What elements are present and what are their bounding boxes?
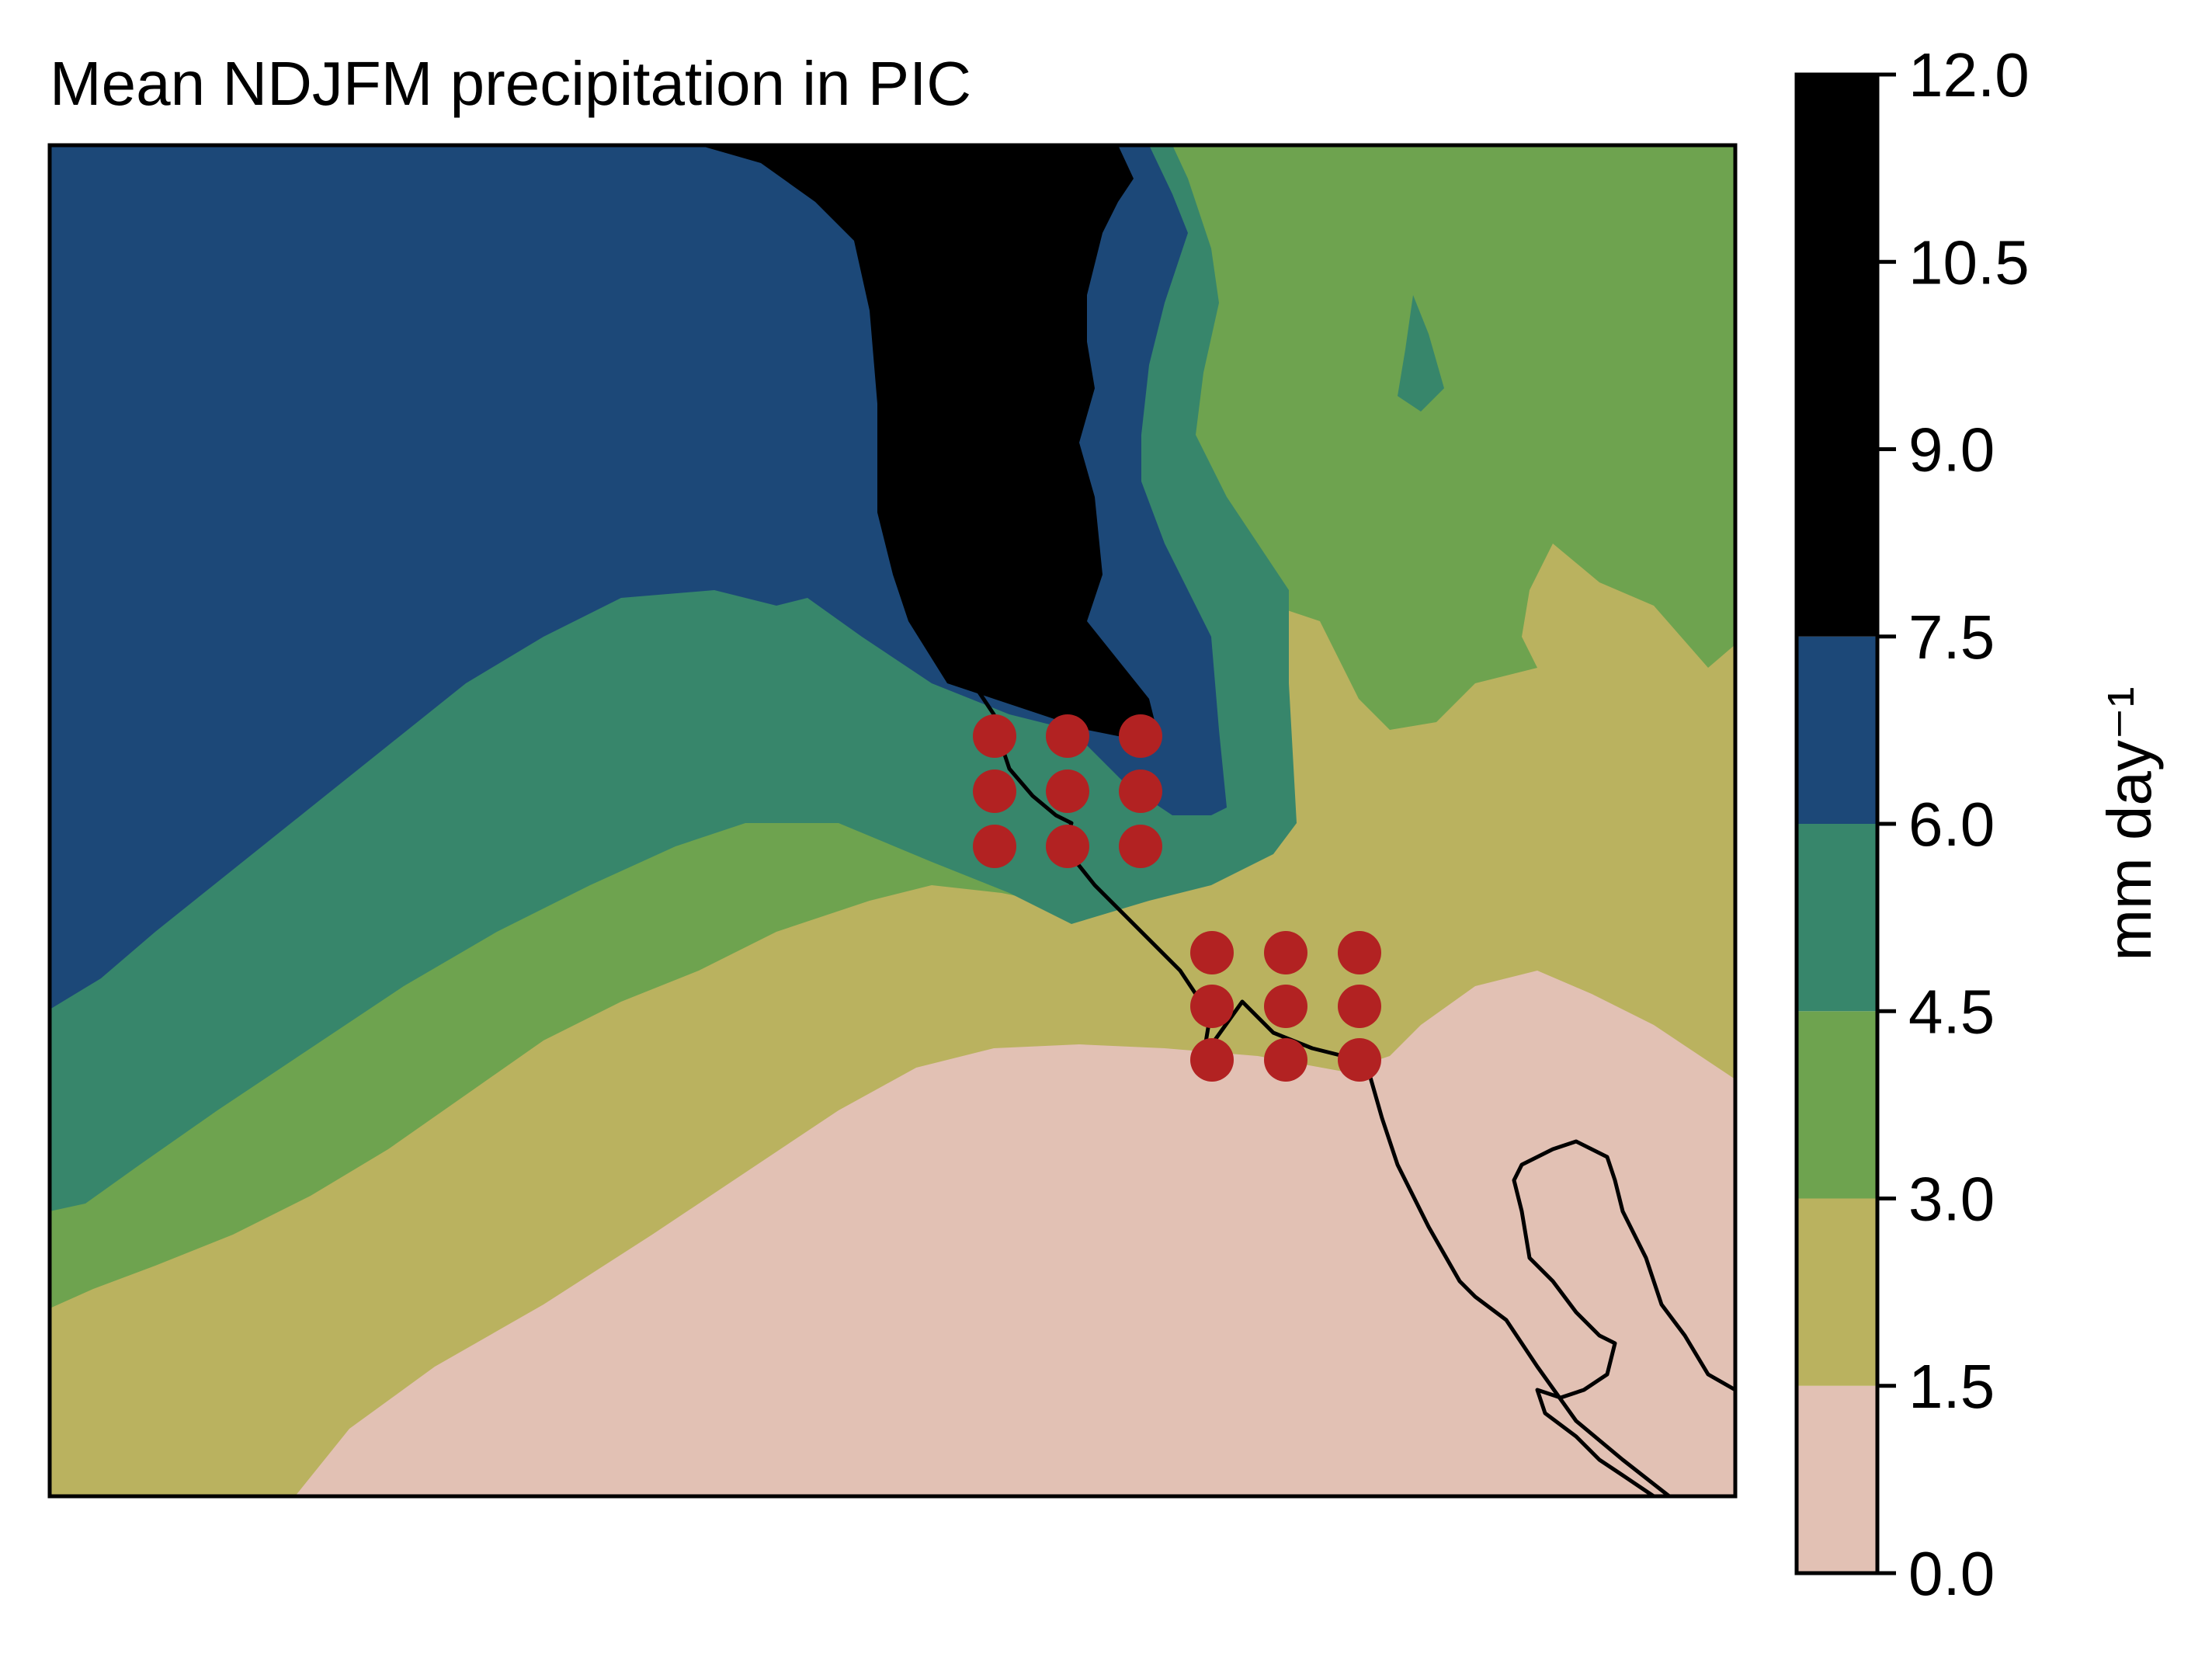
marker-point xyxy=(1119,714,1162,758)
colorbar-tick-label: 1.5 xyxy=(1908,1352,1995,1421)
marker-point xyxy=(1264,1038,1307,1082)
marker-point xyxy=(973,825,1016,868)
colorbar-tick-label: 12.0 xyxy=(1908,40,2030,109)
colorbar-tick-label: 6.0 xyxy=(1908,790,1995,859)
marker-point xyxy=(1338,931,1381,974)
colorbar-segment xyxy=(1797,1199,1877,1386)
marker-point xyxy=(1190,931,1234,974)
marker-point xyxy=(1264,985,1307,1028)
marker-point xyxy=(1264,931,1307,974)
colorbar-tick-label: 3.0 xyxy=(1908,1165,1995,1234)
marker-point xyxy=(1046,769,1089,813)
marker-point xyxy=(1119,769,1162,813)
marker-point xyxy=(1119,825,1162,868)
colorbar-tick-label: 9.0 xyxy=(1908,415,1995,485)
colorbar-tick-label: 10.5 xyxy=(1908,228,2030,297)
colorbar-segment xyxy=(1797,637,1877,824)
marker-point xyxy=(1190,1038,1234,1082)
marker-point xyxy=(1046,825,1089,868)
marker-point xyxy=(1190,985,1234,1028)
marker-point xyxy=(1338,985,1381,1028)
colorbar-segment xyxy=(1797,1386,1877,1573)
marker-point xyxy=(973,769,1016,813)
colorbar-tick-label: 4.5 xyxy=(1908,977,1995,1046)
chart-title: Mean NDJFM precipitation in PIC xyxy=(50,49,971,118)
colorbar-label: mm day⁻¹ xyxy=(2095,686,2164,961)
colorbar-segment xyxy=(1797,1011,1877,1198)
precipitation-contours xyxy=(50,145,1735,1496)
marker-point xyxy=(1046,714,1089,758)
colorbar-segment xyxy=(1797,75,1877,637)
marker-point xyxy=(1338,1038,1381,1082)
colorbar-tick-label: 7.5 xyxy=(1908,603,1995,672)
marker-point xyxy=(973,714,1016,758)
colorbar: 0.0 1.5 3.0 4.5 6.0 7.5 9.0 10.5 12.0 mm day⁻¹ xyxy=(1797,40,2164,1608)
map-panel xyxy=(50,145,1735,1496)
colorbar-tick-label: 0.0 xyxy=(1908,1539,1995,1608)
colorbar-segment xyxy=(1797,824,1877,1011)
